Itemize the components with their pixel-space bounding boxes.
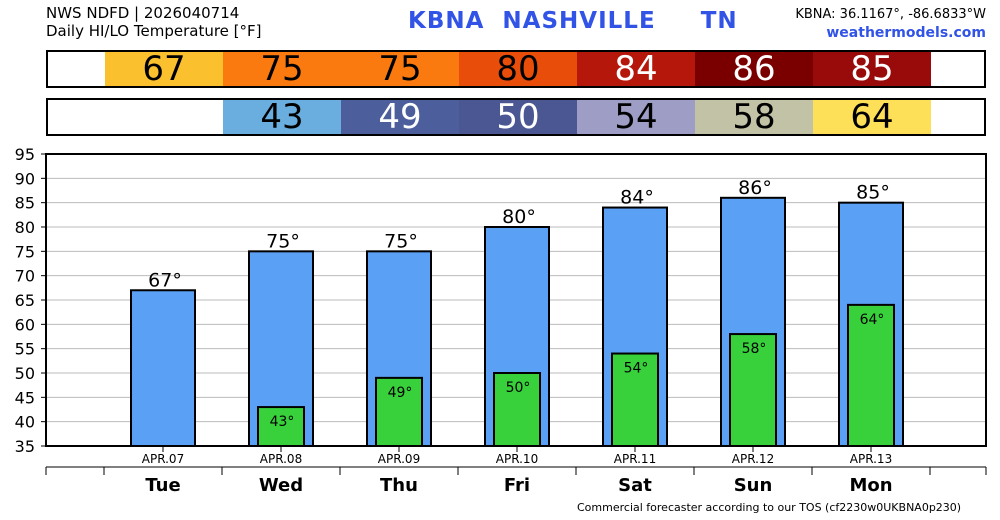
high-bar-label: 75° xyxy=(266,230,300,252)
day-label: Tue xyxy=(145,475,180,496)
strip-low-cell: 49 xyxy=(341,100,459,134)
date-label: APR.11 xyxy=(614,452,656,466)
high-bar-label: 85° xyxy=(856,182,890,204)
y-tick-label: 60 xyxy=(15,315,35,334)
low-bar xyxy=(729,333,777,448)
date-label: APR.13 xyxy=(850,452,892,466)
strip-low-cell: 64 xyxy=(813,100,931,134)
y-tick-label: 85 xyxy=(15,194,35,213)
header-meta: KBNA: 36.1167°, -86.6833°W weathermodels… xyxy=(795,6,986,42)
date-label: APR.12 xyxy=(732,452,774,466)
y-tick-label: 50 xyxy=(15,364,35,383)
low-bar xyxy=(611,352,659,447)
date-label: APR.07 xyxy=(142,452,184,466)
state-name: TN xyxy=(700,8,738,34)
y-tick-label: 35 xyxy=(15,437,35,456)
strip-low-cell: 58 xyxy=(695,100,813,134)
low-bar-label: 54° xyxy=(624,361,649,377)
day-label: Thu xyxy=(380,475,418,496)
low-bar xyxy=(375,376,423,447)
strip-low-cell: 50 xyxy=(459,100,577,134)
city-name: NASHVILLE xyxy=(502,8,656,34)
station-id: KBNA xyxy=(408,8,485,34)
high-bar-label: 86° xyxy=(738,177,772,199)
y-tick-label: 40 xyxy=(15,413,35,432)
day-label: Fri xyxy=(504,475,530,496)
strip-low-cell: 43 xyxy=(223,100,341,134)
y-tick-label: 70 xyxy=(15,267,35,286)
high-temp-strip: 67 75 75 80 84 86 85 xyxy=(46,50,986,88)
y-tick-label: 45 xyxy=(15,388,35,407)
y-tick-label: 65 xyxy=(15,291,35,310)
strip-high-cell: 86 xyxy=(695,52,813,86)
low-bar-label: 49° xyxy=(388,385,413,401)
y-tick-label: 55 xyxy=(15,340,35,359)
high-bar xyxy=(130,289,196,447)
day-label: Sun xyxy=(734,475,773,496)
low-bar-label: 43° xyxy=(270,414,295,430)
y-tick-label: 95 xyxy=(15,145,35,164)
strip-high-cell: 85 xyxy=(813,52,931,86)
location-title: KBNA NASHVILLE TN xyxy=(408,8,738,34)
model-run-label: NWS NDFD | 2026040714 xyxy=(46,4,240,22)
date-label: APR.10 xyxy=(496,452,538,466)
strip-high-cell: 84 xyxy=(577,52,695,86)
day-label: Sat xyxy=(618,475,652,496)
strip-high-cell: 80 xyxy=(459,52,577,86)
strip-low-cell: 54 xyxy=(577,100,695,134)
header-info: NWS NDFD | 2026040714 Daily HI/LO Temper… xyxy=(46,4,262,40)
y-tick-label: 75 xyxy=(15,242,35,261)
high-bar-label: 75° xyxy=(384,230,418,252)
y-tick-label: 90 xyxy=(15,169,35,188)
high-bar-label: 84° xyxy=(620,187,654,209)
coordinates: KBNA: 36.1167°, -86.6833°W xyxy=(795,7,986,22)
date-label: APR.08 xyxy=(260,452,302,466)
day-label: Wed xyxy=(259,475,303,496)
strip-high-cell: 75 xyxy=(223,52,341,86)
footer-note: Commercial forecaster according to our T… xyxy=(577,501,962,514)
y-tick-label: 80 xyxy=(15,218,35,237)
high-bar-label: 67° xyxy=(148,269,182,291)
day-label: Mon xyxy=(849,475,892,496)
chart-title: Daily HI/LO Temperature [°F] xyxy=(46,22,262,40)
low-temp-strip: 43 49 50 54 58 64 xyxy=(46,98,986,136)
site-link[interactable]: weathermodels.com xyxy=(826,25,986,41)
high-bar-label: 80° xyxy=(502,206,536,228)
strip-high-cell: 75 xyxy=(341,52,459,86)
date-label: APR.09 xyxy=(378,452,420,466)
low-bar-label: 50° xyxy=(506,380,531,396)
strip-high-cell: 67 xyxy=(105,52,223,86)
low-bar-label: 64° xyxy=(860,312,885,328)
low-bar-label: 58° xyxy=(742,341,767,357)
